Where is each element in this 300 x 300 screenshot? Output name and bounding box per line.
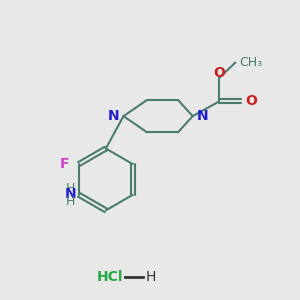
Text: N: N xyxy=(197,109,209,123)
Text: H: H xyxy=(66,195,76,208)
Text: O: O xyxy=(245,94,257,108)
Text: N: N xyxy=(65,187,76,201)
Text: H: H xyxy=(146,270,156,283)
Text: N: N xyxy=(107,109,119,123)
Text: H: H xyxy=(66,182,76,195)
Text: O: O xyxy=(213,66,225,80)
Text: F: F xyxy=(60,157,70,171)
Text: CH₃: CH₃ xyxy=(239,56,262,69)
Text: HCl: HCl xyxy=(97,270,124,283)
